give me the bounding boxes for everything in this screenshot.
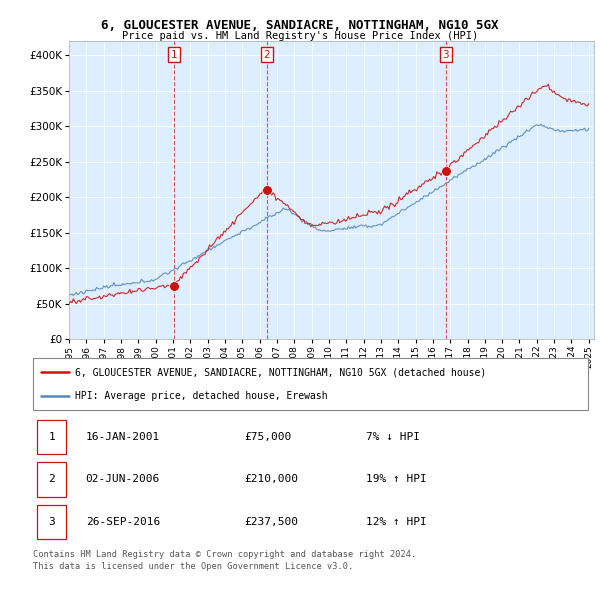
Text: Price paid vs. HM Land Registry's House Price Index (HPI): Price paid vs. HM Land Registry's House … — [122, 31, 478, 41]
Text: 2: 2 — [49, 474, 55, 484]
FancyBboxPatch shape — [33, 358, 588, 410]
Text: £210,000: £210,000 — [244, 474, 298, 484]
Text: 6, GLOUCESTER AVENUE, SANDIACRE, NOTTINGHAM, NG10 5GX (detached house): 6, GLOUCESTER AVENUE, SANDIACRE, NOTTING… — [74, 367, 486, 377]
Text: 3: 3 — [49, 517, 55, 527]
Text: 6, GLOUCESTER AVENUE, SANDIACRE, NOTTINGHAM, NG10 5GX: 6, GLOUCESTER AVENUE, SANDIACRE, NOTTING… — [101, 19, 499, 32]
Text: 26-SEP-2016: 26-SEP-2016 — [86, 517, 160, 527]
Text: 3: 3 — [442, 50, 449, 60]
Text: 19% ↑ HPI: 19% ↑ HPI — [366, 474, 427, 484]
Text: 2: 2 — [263, 50, 270, 60]
Text: 1: 1 — [49, 432, 55, 442]
Text: Contains HM Land Registry data © Crown copyright and database right 2024.: Contains HM Land Registry data © Crown c… — [33, 550, 416, 559]
Text: £237,500: £237,500 — [244, 517, 298, 527]
Text: 12% ↑ HPI: 12% ↑ HPI — [366, 517, 427, 527]
Text: £75,000: £75,000 — [244, 432, 291, 442]
Text: HPI: Average price, detached house, Erewash: HPI: Average price, detached house, Erew… — [74, 391, 327, 401]
Text: 7% ↓ HPI: 7% ↓ HPI — [366, 432, 420, 442]
FancyBboxPatch shape — [37, 462, 66, 497]
Text: 1: 1 — [170, 50, 177, 60]
Text: This data is licensed under the Open Government Licence v3.0.: This data is licensed under the Open Gov… — [33, 562, 353, 571]
FancyBboxPatch shape — [37, 504, 66, 539]
Text: 02-JUN-2006: 02-JUN-2006 — [86, 474, 160, 484]
FancyBboxPatch shape — [37, 419, 66, 454]
Text: 16-JAN-2001: 16-JAN-2001 — [86, 432, 160, 442]
